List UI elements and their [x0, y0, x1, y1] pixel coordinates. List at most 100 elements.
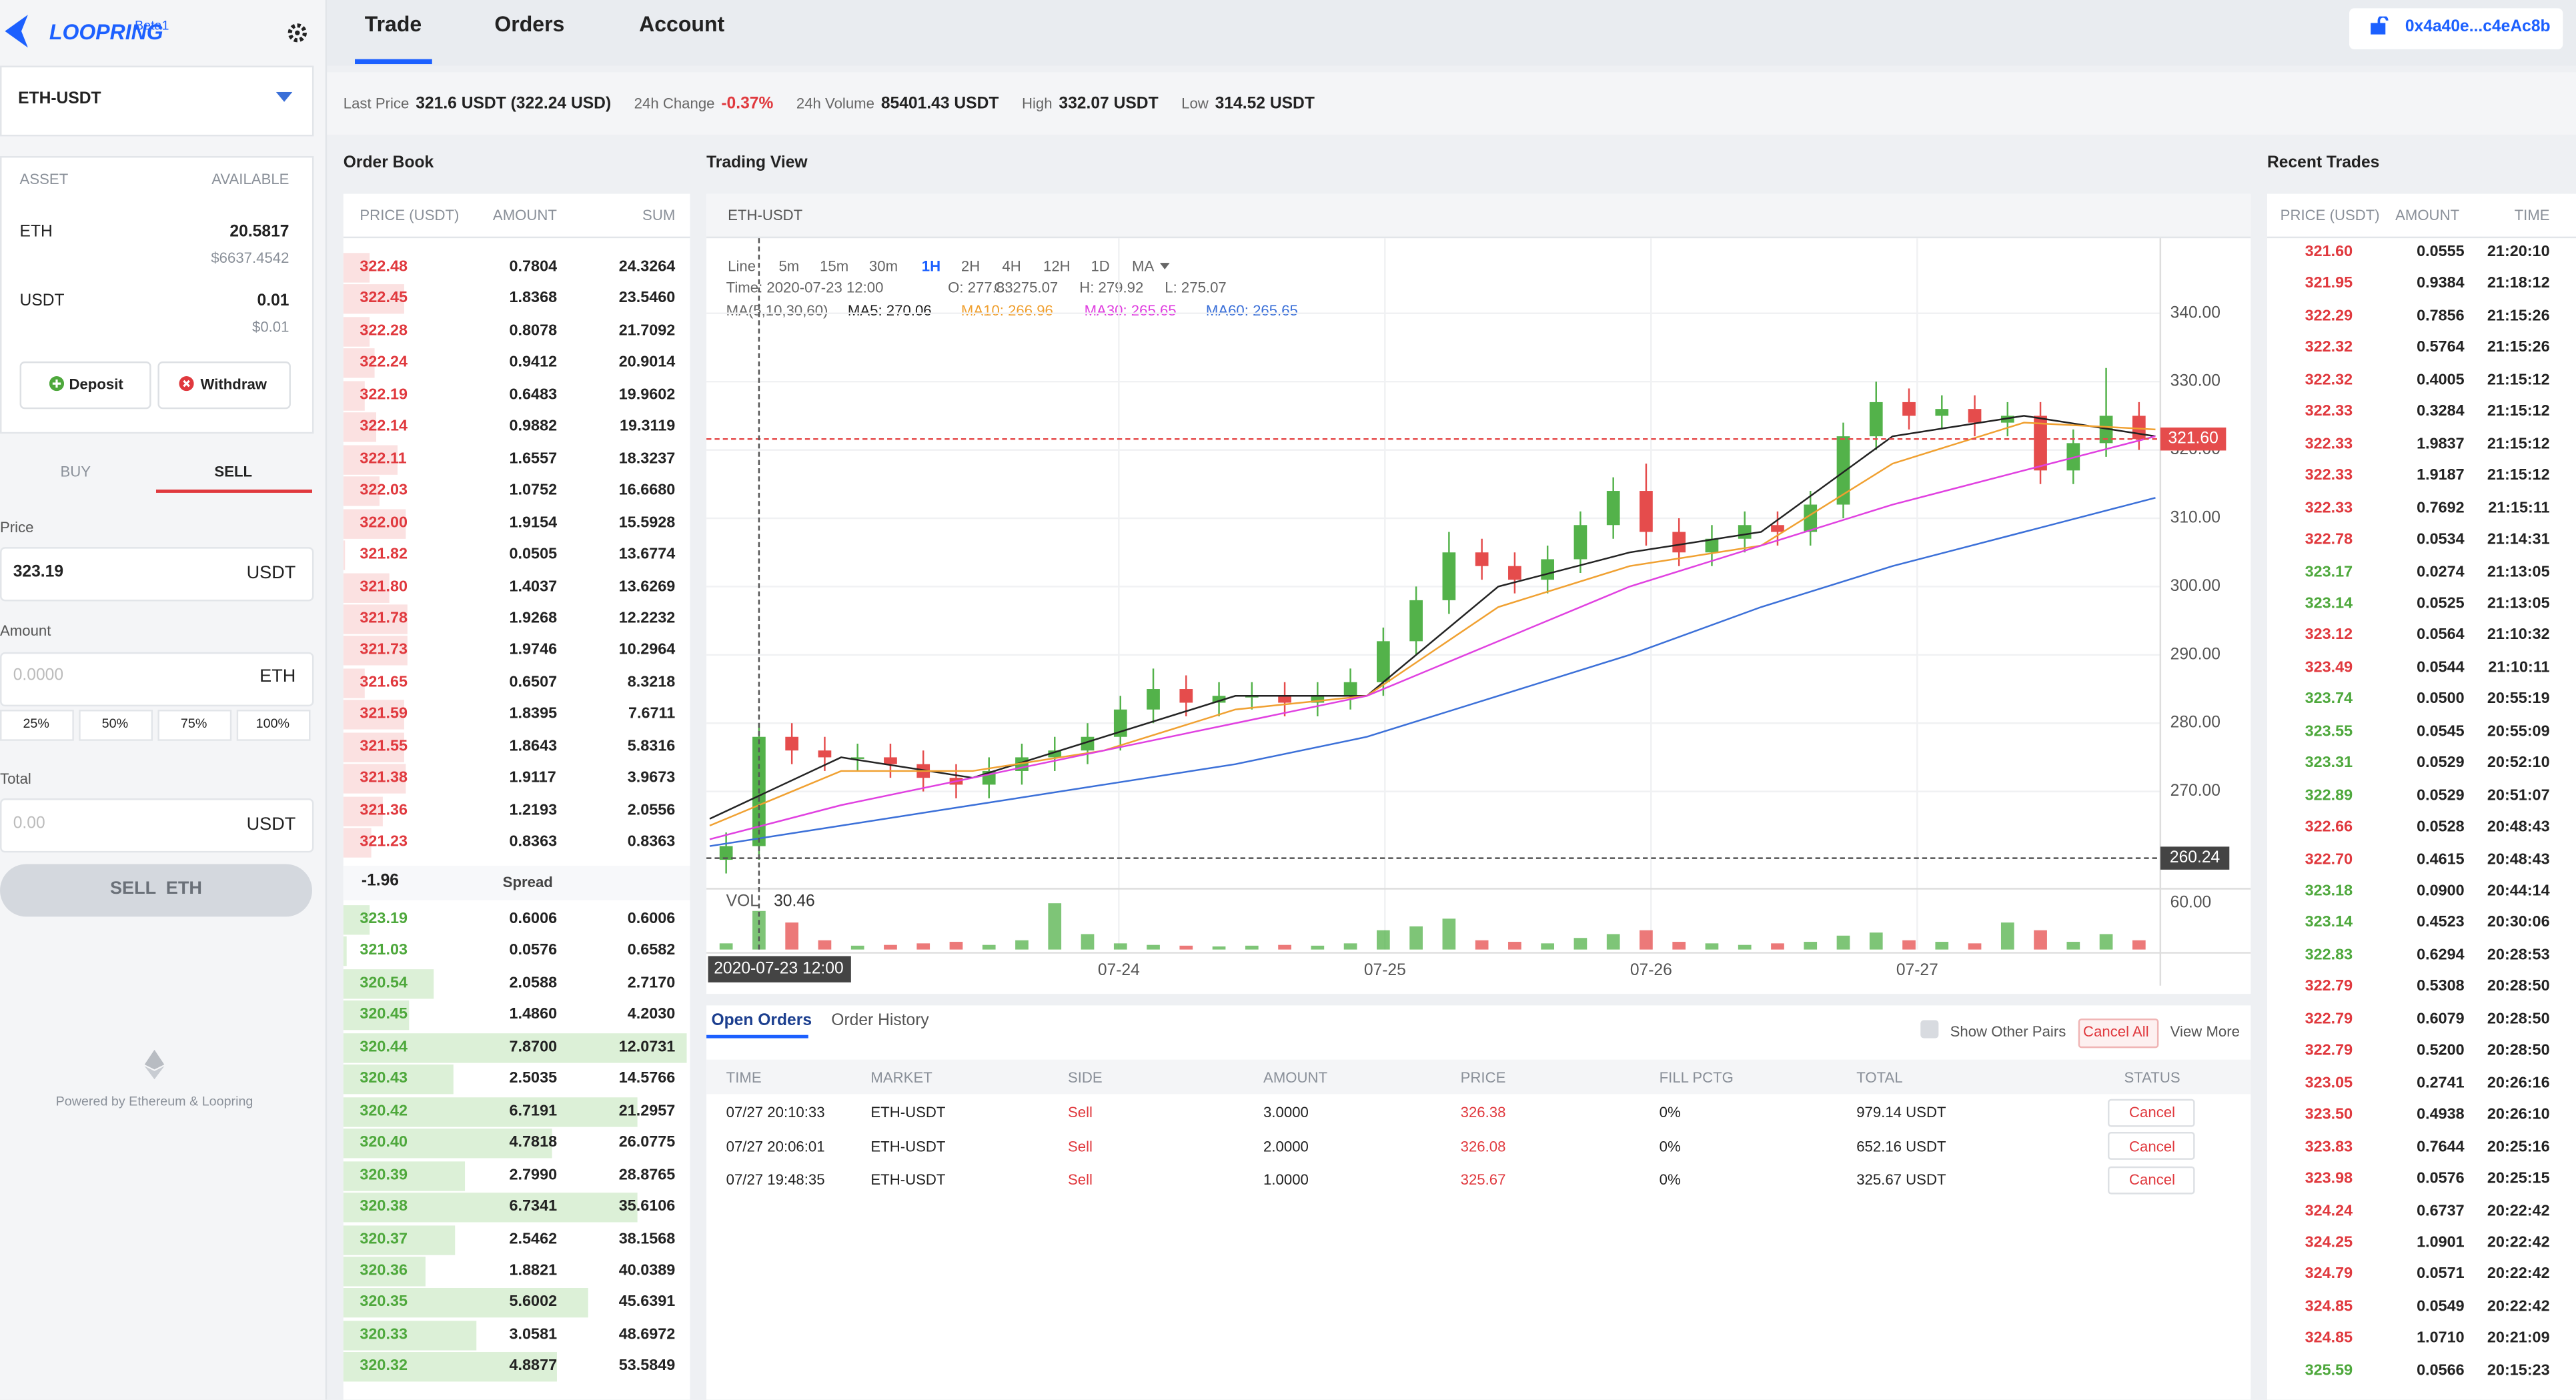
percent-label[interactable]: 50% — [101, 716, 129, 732]
column-header: PRICE (USDT) — [360, 207, 460, 223]
order-price[interactable]: 322.11 — [360, 450, 407, 468]
nav-tab[interactable]: Trade — [364, 11, 422, 37]
order-price[interactable]: 323.19 — [360, 910, 408, 928]
logo-text[interactable]: LOOPRING — [49, 19, 163, 45]
cancel-all-label[interactable]: Cancel All — [2083, 1023, 2149, 1040]
order-price[interactable]: 321.82 — [360, 545, 408, 564]
sell-tab[interactable]: SELL — [214, 463, 253, 480]
settings-icon[interactable] — [287, 23, 307, 43]
withdraw-label[interactable]: Withdraw — [200, 376, 267, 393]
x-tick-label: 07-26 — [1630, 961, 1672, 979]
order-price[interactable]: 320.42 — [360, 1101, 408, 1121]
interval-button[interactable]: Line — [728, 257, 756, 275]
order-price[interactable]: 320.35 — [360, 1293, 408, 1312]
interval-button[interactable]: 1H — [921, 257, 941, 275]
percent-button[interactable] — [79, 710, 153, 741]
trade-price: 323.05 — [2305, 1074, 2353, 1093]
order-price[interactable]: 322.19 — [360, 386, 408, 404]
order-price[interactable]: 322.14 — [360, 418, 408, 436]
market-name[interactable]: ETH-USDT — [18, 90, 101, 109]
order-price[interactable]: 320.37 — [360, 1229, 408, 1248]
cancel-all-button[interactable] — [2078, 1018, 2159, 1048]
order-price[interactable]: 320.33 — [360, 1325, 408, 1344]
order-price[interactable]: 321.73 — [360, 641, 408, 660]
interval-button[interactable]: 1D — [1091, 257, 1110, 275]
order-price[interactable]: 321.23 — [360, 832, 408, 852]
cancel-label[interactable]: Cancel — [2129, 1171, 2176, 1188]
order-price[interactable]: 320.44 — [360, 1038, 408, 1057]
order-price[interactable]: 322.28 — [360, 321, 408, 340]
order-price[interactable]: 322.00 — [360, 513, 408, 532]
amount-input[interactable] — [0, 652, 314, 707]
trade-time: 21:15:12 — [2487, 371, 2550, 390]
total-input[interactable] — [0, 798, 314, 853]
order-price[interactable]: 320.54 — [360, 974, 408, 992]
interval-button[interactable]: 12H — [1043, 257, 1071, 275]
sell-button-label[interactable]: SELL ETH — [109, 878, 202, 899]
total-placeholder[interactable]: 0.00 — [13, 814, 45, 833]
order-price[interactable]: 320.39 — [360, 1165, 408, 1184]
asset-usd: $0.01 — [251, 318, 289, 335]
cancel-label[interactable]: Cancel — [2129, 1137, 2176, 1155]
price-value[interactable]: 323.19 — [13, 563, 64, 582]
order-price[interactable]: 321.65 — [360, 673, 408, 692]
show-other-checkbox[interactable] — [1920, 1020, 1939, 1038]
cancel-button[interactable] — [2108, 1098, 2195, 1127]
candle-body — [1705, 538, 1719, 553]
orders-column-header: FILL PCTG — [1659, 1069, 1734, 1087]
amount-placeholder[interactable]: 0.0000 — [13, 666, 64, 686]
interval-button[interactable]: 30m — [868, 257, 898, 275]
order-price[interactable]: 322.24 — [360, 354, 408, 372]
order-price[interactable]: 321.78 — [360, 609, 408, 628]
depth-bar — [343, 444, 398, 475]
market-box[interactable] — [0, 65, 314, 137]
show-other-label[interactable]: Show Other Pairs — [1950, 1023, 2066, 1040]
nav-tab[interactable]: Account — [639, 11, 725, 37]
order-price[interactable]: 320.40 — [360, 1133, 408, 1152]
cancel-button[interactable] — [2108, 1132, 2195, 1160]
nav-tab[interactable]: Orders — [494, 11, 565, 37]
percent-button[interactable] — [236, 710, 311, 741]
percent-button[interactable] — [0, 710, 74, 741]
cancel-button[interactable] — [2108, 1165, 2195, 1194]
order-price[interactable]: 321.55 — [360, 737, 408, 756]
orders-tab[interactable]: Order History — [831, 1012, 929, 1030]
buy-tab[interactable]: BUY — [60, 463, 91, 480]
deposit-label[interactable]: Deposit — [69, 376, 123, 393]
percent-label[interactable]: 25% — [23, 716, 49, 732]
candle-body — [2132, 416, 2146, 440]
wallet-address[interactable]: 0x4a40e...c4eAc8b — [2405, 18, 2551, 37]
trade-amount: 0.5308 — [2417, 978, 2465, 996]
cancel-label[interactable]: Cancel — [2129, 1104, 2176, 1121]
interval-button[interactable]: 4H — [1002, 257, 1021, 275]
interval-button[interactable]: 5m — [778, 257, 800, 275]
order-price[interactable]: 321.36 — [360, 801, 408, 820]
order-price[interactable]: 322.48 — [360, 257, 408, 276]
order-price[interactable]: 320.36 — [360, 1261, 408, 1280]
interval-button[interactable]: 15m — [820, 257, 849, 275]
trade-price: 324.24 — [2305, 1201, 2353, 1220]
sell-button[interactable] — [0, 864, 312, 917]
percent-button[interactable] — [157, 710, 232, 741]
order-price[interactable]: 321.38 — [360, 769, 408, 788]
candle-body — [1573, 525, 1587, 560]
trade-time: 21:10:11 — [2488, 658, 2550, 677]
order-price[interactable]: 320.38 — [360, 1197, 408, 1216]
percent-label[interactable]: 75% — [180, 716, 207, 732]
order-price[interactable]: 322.03 — [360, 482, 408, 500]
deposit-button[interactable] — [19, 361, 151, 410]
orders-tab[interactable]: Open Orders — [711, 1012, 812, 1030]
percent-label[interactable]: 100% — [255, 716, 290, 732]
order-price[interactable]: 320.45 — [360, 1006, 408, 1024]
order-price[interactable]: 321.03 — [360, 942, 408, 960]
order-price[interactable]: 321.59 — [360, 705, 408, 724]
price-input[interactable] — [0, 547, 314, 602]
view-more-link[interactable]: View More — [2170, 1023, 2240, 1040]
order-price[interactable]: 321.80 — [360, 577, 408, 596]
order-price[interactable]: 320.32 — [360, 1357, 408, 1376]
ma-line — [709, 497, 2156, 847]
order-price[interactable]: 320.43 — [360, 1070, 408, 1089]
interval-button[interactable]: 2H — [960, 257, 981, 275]
order-price[interactable]: 322.45 — [360, 289, 408, 308]
interval-button[interactable]: MA — [1132, 257, 1155, 275]
